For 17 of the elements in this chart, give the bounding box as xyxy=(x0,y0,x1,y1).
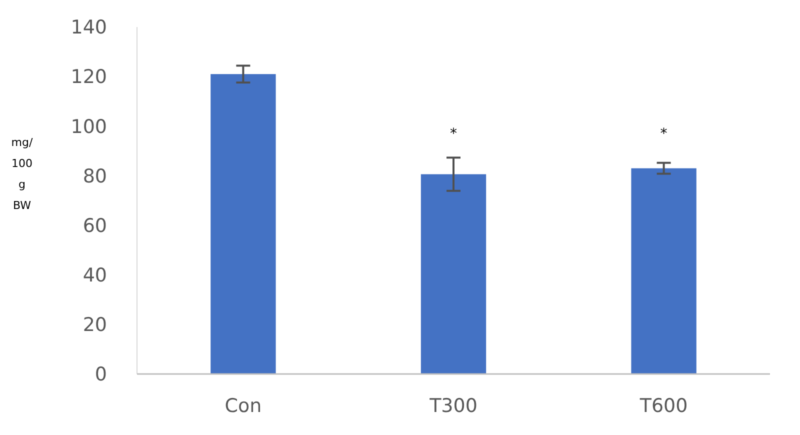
bar xyxy=(210,74,276,374)
y-tick-label: 120 xyxy=(70,66,107,88)
y-tick-label: 60 xyxy=(82,214,107,237)
y-tick-label: 140 xyxy=(70,16,107,39)
y-tick-label: 0 xyxy=(94,364,107,386)
y-tick-label: 20 xyxy=(82,314,107,336)
annotation: * xyxy=(660,126,668,142)
bar xyxy=(420,174,486,374)
y-tick-label: 40 xyxy=(82,264,107,287)
x-tick-label: Con xyxy=(224,395,262,417)
y-tick-label: 80 xyxy=(82,165,107,188)
x-tick-label: T300 xyxy=(428,395,478,417)
y-tick-label: 100 xyxy=(70,116,107,138)
x-tick-label: T600 xyxy=(638,395,688,417)
y-axis-title: mg/ 100 g BW xyxy=(11,136,33,212)
bar xyxy=(631,168,696,374)
annotation: * xyxy=(450,126,457,142)
